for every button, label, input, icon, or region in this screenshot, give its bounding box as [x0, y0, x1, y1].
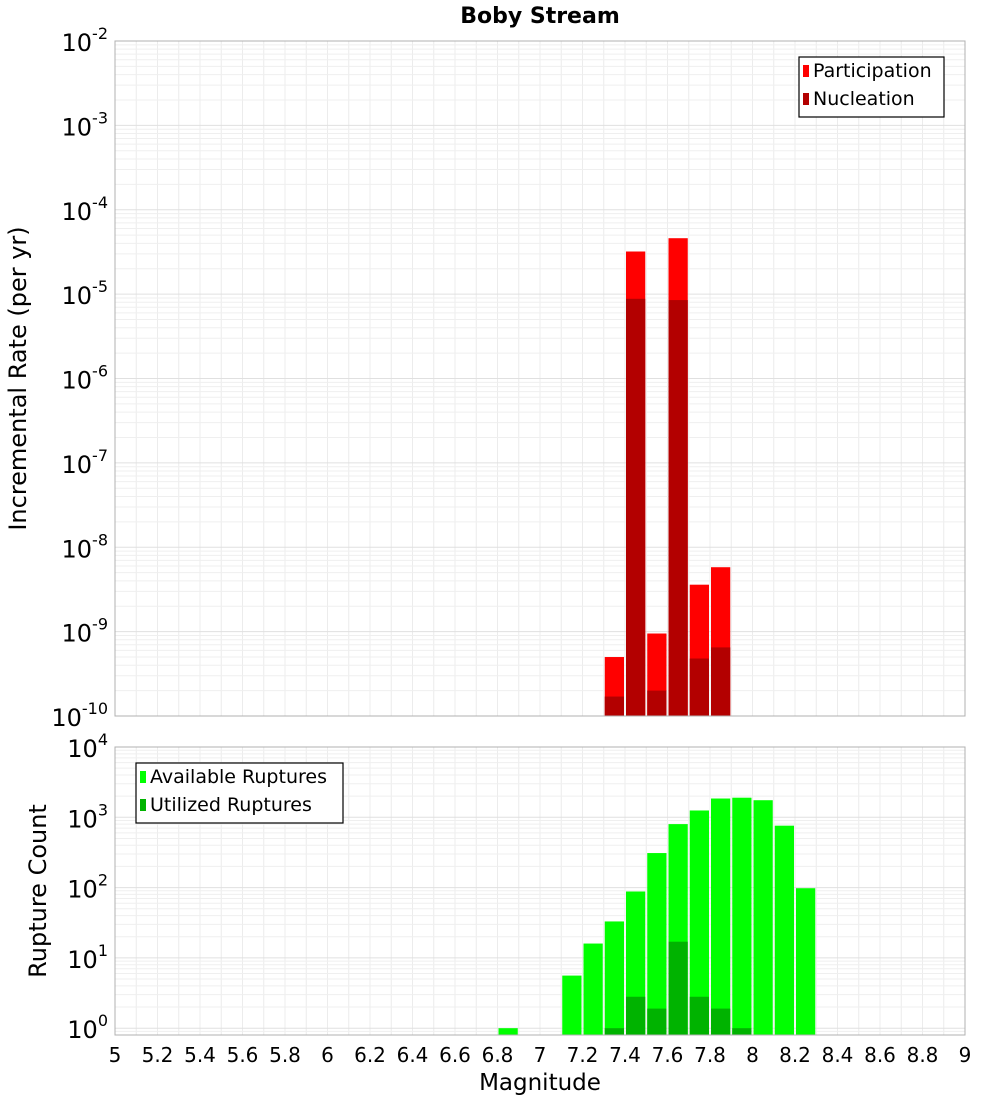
- legend-swatch: [140, 771, 146, 783]
- bar: [732, 1028, 752, 1035]
- y-tick-label: 103: [67, 800, 108, 833]
- y-axis-label: Rupture Count: [24, 804, 52, 978]
- bar: [626, 298, 646, 716]
- legend-label: Nucleation: [813, 88, 915, 110]
- x-axis-ticks: 5 5.2 5.4 5.6 5.8 6 6.2 6.4 6.6 6.8 7 7.2 7.4 7.6 7.8 8…: [109, 1043, 972, 1067]
- legend-label: Utilized Ruptures: [150, 794, 312, 816]
- x-tick-label: 5.4: [184, 1043, 216, 1067]
- bar: [796, 888, 816, 1035]
- y-axis-ticks: 10-10 10-9 10-8 10-7 10-6 10-5 10-4 10-3 10-2: [51, 24, 108, 732]
- y-tick-label: 10-3: [62, 108, 109, 141]
- legend-swatch: [803, 93, 809, 105]
- x-tick-label: 6.4: [397, 1043, 429, 1067]
- bar: [647, 690, 667, 716]
- legend-label: Participation: [813, 60, 932, 82]
- y-tick-label: 10-10: [51, 699, 108, 732]
- x-tick-label: 7.2: [567, 1043, 599, 1067]
- bar: [647, 853, 667, 1035]
- legend-box: [798, 56, 945, 118]
- y-axis-ticks: 100 101 102 103 104: [67, 730, 108, 1044]
- x-tick-label: 5.2: [142, 1043, 174, 1067]
- chart-panel-1: 10-10 10-9 10-8 10-7 10-6 10-5 10-4 10-3 10-2 Inc…: [4, 4, 966, 732]
- y-axis-label: Incremental Rate (per yr): [4, 226, 32, 530]
- x-tick-label: 8.2: [779, 1043, 811, 1067]
- bar: [689, 658, 709, 716]
- legend: Available Ruptures Utilized Ruptures: [135, 762, 344, 824]
- x-tick-label: 5.8: [269, 1043, 301, 1067]
- x-tick-label: 8.8: [907, 1043, 939, 1067]
- bar: [689, 810, 709, 1035]
- grid: [114, 40, 966, 717]
- legend: Participation Nucleation: [798, 56, 945, 118]
- x-tick-label: 5.6: [227, 1043, 259, 1067]
- bar: [604, 1028, 624, 1035]
- y-tick-label: 10-2: [62, 24, 109, 57]
- bar: [711, 1008, 731, 1035]
- x-tick-label: 5: [109, 1043, 122, 1067]
- bar: [711, 798, 731, 1035]
- bar: [753, 800, 773, 1035]
- x-tick-label: 6: [321, 1043, 334, 1067]
- bar: [711, 647, 731, 716]
- chart-title: Boby Stream: [460, 4, 620, 29]
- bar: [647, 1008, 667, 1035]
- y-tick-label: 10-6: [62, 362, 109, 395]
- x-tick-label: 6.6: [439, 1043, 471, 1067]
- y-tick-label: 102: [67, 871, 108, 904]
- x-tick-label: 8.4: [822, 1043, 854, 1067]
- x-tick-label: 6.2: [354, 1043, 386, 1067]
- y-tick-label: 10-9: [62, 615, 109, 648]
- bar: [689, 996, 709, 1035]
- bar: [774, 825, 794, 1035]
- x-tick-label: 8: [746, 1043, 759, 1067]
- bar: [626, 996, 646, 1035]
- series-utilized-ruptures: [604, 941, 752, 1035]
- plot-border: [114, 746, 966, 1036]
- legend-box: [135, 762, 344, 824]
- bar: [498, 1028, 518, 1035]
- x-tick-label: 7.8: [694, 1043, 726, 1067]
- y-tick-label: 10-7: [62, 446, 109, 479]
- x-tick-label: 7.6: [652, 1043, 684, 1067]
- x-axis-label: Magnitude: [479, 1070, 601, 1096]
- chart-panel-2: 100 101 102 103 104 Rupture Count 5 5.2 5.4 5.6 5.…: [24, 730, 971, 1096]
- bar: [604, 696, 624, 716]
- y-tick-label: 100: [67, 1011, 108, 1044]
- y-tick-label: 10-8: [62, 530, 109, 563]
- bar: [583, 943, 603, 1035]
- bar: [562, 975, 582, 1035]
- bar: [604, 921, 624, 1035]
- y-tick-label: 101: [67, 941, 108, 974]
- x-tick-label: 7.4: [609, 1043, 641, 1067]
- x-tick-label: 7: [534, 1043, 547, 1067]
- x-tick-label: 6.8: [482, 1043, 514, 1067]
- legend-swatch: [140, 799, 146, 811]
- y-tick-label: 104: [67, 730, 108, 763]
- legend-label: Available Ruptures: [150, 766, 327, 788]
- series-nucleation: [604, 298, 731, 716]
- bar: [732, 797, 752, 1035]
- x-tick-label: 8.6: [864, 1043, 896, 1067]
- plot-border: [114, 40, 966, 717]
- bar: [668, 300, 688, 716]
- y-tick-label: 10-4: [62, 193, 109, 226]
- bar: [668, 941, 688, 1035]
- y-tick-label: 10-5: [62, 277, 109, 310]
- legend-swatch: [803, 65, 809, 77]
- x-tick-label: 9: [959, 1043, 972, 1067]
